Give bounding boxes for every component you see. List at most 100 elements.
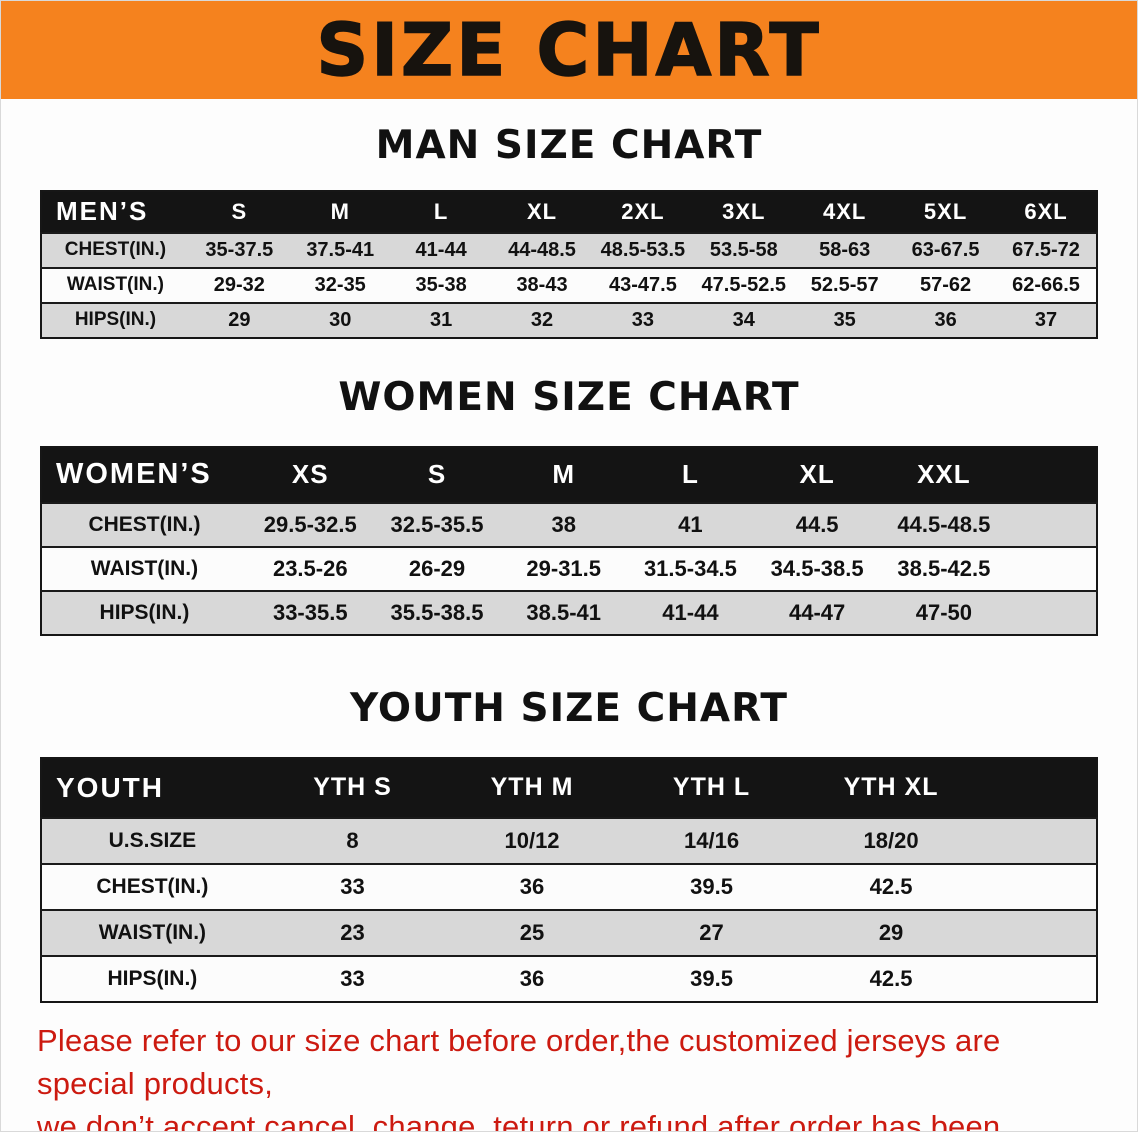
- disclaimer-line-1: Please refer to our size chart before or…: [37, 1022, 1001, 1102]
- women-waist-row: WAIST(IN.) 23.5-26 26-29 29-31.5 31.5-34…: [41, 545, 1097, 591]
- women-size-table: WOMEN’S XS S M L XL XXL CHEST(IN.) 29.5-…: [40, 445, 1098, 636]
- men-header-row: MEN’S S M L XL 2XL 3XL 4XL 5XL 6XL: [41, 190, 1097, 233]
- row-label: U.S.SIZE: [41, 816, 263, 864]
- youth-waist-row: WAIST(IN.) 23 25 27 29: [41, 908, 1097, 956]
- cell: 35.5-38.5: [373, 589, 501, 635]
- women-chest-row: CHEST(IN.) 29.5-32.5 32.5-35.5 38 41 44.…: [41, 501, 1097, 547]
- cell: 29-32: [188, 266, 290, 303]
- cell: 32: [491, 301, 593, 338]
- women-section-heading: WOMEN SIZE CHART: [338, 374, 800, 420]
- row-label: CHEST(IN.): [41, 862, 263, 910]
- cell: 31: [390, 301, 492, 338]
- banner: SIZE CHART: [1, 1, 1137, 99]
- men-size-header: S: [188, 190, 290, 233]
- cell: 37.5-41: [289, 231, 391, 268]
- cell: 39.5: [621, 862, 802, 910]
- cell: 36: [895, 301, 997, 338]
- cell: 44-47: [753, 589, 881, 635]
- row-label: CHEST(IN.): [41, 231, 189, 268]
- women-size-header: XL: [753, 446, 881, 503]
- cell: 36: [442, 954, 622, 1002]
- women-table-title: WOMEN’S: [41, 446, 247, 503]
- men-hips-row: HIPS(IN.) 29 30 31 32 33 34 35 36 37: [41, 301, 1097, 338]
- cell: 32-35: [289, 266, 391, 303]
- youth-hips-row: HIPS(IN.) 33 36 39.5 42.5: [41, 954, 1097, 1002]
- cell: 18/20: [801, 816, 981, 864]
- men-size-header: L: [390, 190, 492, 233]
- cell: 34: [693, 301, 795, 338]
- cell: 42.5: [801, 862, 981, 910]
- cell: 43-47.5: [592, 266, 694, 303]
- women-size-header: S: [373, 446, 501, 503]
- row-label: WAIST(IN.): [41, 266, 189, 303]
- row-label: CHEST(IN.): [41, 501, 247, 547]
- cell: 41-44: [390, 231, 492, 268]
- youth-chest-row: CHEST(IN.) 33 36 39.5 42.5: [41, 862, 1097, 910]
- cell: 23.5-26: [246, 545, 374, 591]
- cell: 67.5-72: [996, 231, 1097, 268]
- men-section: MAN SIZE CHART MEN’S S M L XL 2XL 3XL 4X…: [1, 123, 1137, 339]
- cell: 53.5-58: [693, 231, 795, 268]
- cell: 10/12: [442, 816, 622, 864]
- youth-section: YOUTH SIZE CHART YOUTH YTH S YTH M YTH L…: [1, 687, 1137, 1003]
- cell: 34.5-38.5: [753, 545, 881, 591]
- cell: 23: [262, 908, 443, 956]
- youth-table-title: YOUTH: [41, 757, 263, 818]
- youth-size-table: YOUTH YTH S YTH M YTH L YTH XL U.S.SIZE …: [40, 756, 1098, 1003]
- youth-size-header: YTH L: [621, 757, 802, 818]
- men-size-header: XL: [491, 190, 593, 233]
- cell: 42.5: [801, 954, 981, 1002]
- cell: 37: [996, 301, 1097, 338]
- cell: 47.5-52.5: [693, 266, 795, 303]
- cell: 25: [442, 908, 622, 956]
- cell: 38-43: [491, 266, 593, 303]
- youth-size-header: YTH S: [262, 757, 443, 818]
- men-chest-row: CHEST(IN.) 35-37.5 37.5-41 41-44 44-48.5…: [41, 231, 1097, 268]
- cell: 35: [794, 301, 896, 338]
- men-size-header: 6XL: [996, 190, 1097, 233]
- cell: 33: [262, 862, 443, 910]
- filler-cell: [980, 908, 1097, 956]
- row-label: HIPS(IN.): [41, 301, 189, 338]
- cell: 33: [592, 301, 694, 338]
- filler-cell: [1007, 501, 1097, 547]
- cell: 29: [188, 301, 290, 338]
- row-label: HIPS(IN.): [41, 589, 247, 635]
- cell: 29.5-32.5: [246, 501, 374, 547]
- cell: 36: [442, 862, 622, 910]
- cell: 44.5: [753, 501, 881, 547]
- cell: 35-37.5: [188, 231, 290, 268]
- men-section-heading: MAN SIZE CHART: [375, 123, 763, 168]
- men-size-header: 2XL: [592, 190, 694, 233]
- cell: 8: [262, 816, 443, 864]
- men-size-header: 5XL: [895, 190, 997, 233]
- men-size-header: 3XL: [693, 190, 795, 233]
- cell: 63-67.5: [895, 231, 997, 268]
- cell: 26-29: [373, 545, 501, 591]
- youth-size-header: YTH M: [442, 757, 622, 818]
- cell: 44.5-48.5: [880, 501, 1008, 547]
- cell: 35-38: [390, 266, 492, 303]
- filler-cell: [980, 816, 1097, 864]
- row-label: HIPS(IN.): [41, 954, 263, 1002]
- men-table-title: MEN’S: [41, 190, 189, 233]
- women-size-header: M: [500, 446, 628, 503]
- cell: 44-48.5: [491, 231, 593, 268]
- banner-title: SIZE CHART: [316, 8, 822, 92]
- disclaimer-line-2: we don’t accept cancel, change, teturn o…: [37, 1109, 1001, 1132]
- disclaimer: Please refer to our size chart before or…: [1, 1019, 1137, 1132]
- cell: 38: [500, 501, 628, 547]
- women-size-header: L: [627, 446, 754, 503]
- women-size-header: XS: [246, 446, 374, 503]
- cell: 58-63: [794, 231, 896, 268]
- cell: 38.5-42.5: [880, 545, 1008, 591]
- youth-ussize-row: U.S.SIZE 8 10/12 14/16 18/20: [41, 816, 1097, 864]
- youth-size-header: YTH XL: [801, 757, 981, 818]
- cell: 62-66.5: [996, 266, 1097, 303]
- men-size-header: 4XL: [794, 190, 896, 233]
- cell: 32.5-35.5: [373, 501, 501, 547]
- filler-cell: [980, 954, 1097, 1002]
- cell: 31.5-34.5: [627, 545, 754, 591]
- cell: 29-31.5: [500, 545, 628, 591]
- cell: 41-44: [627, 589, 754, 635]
